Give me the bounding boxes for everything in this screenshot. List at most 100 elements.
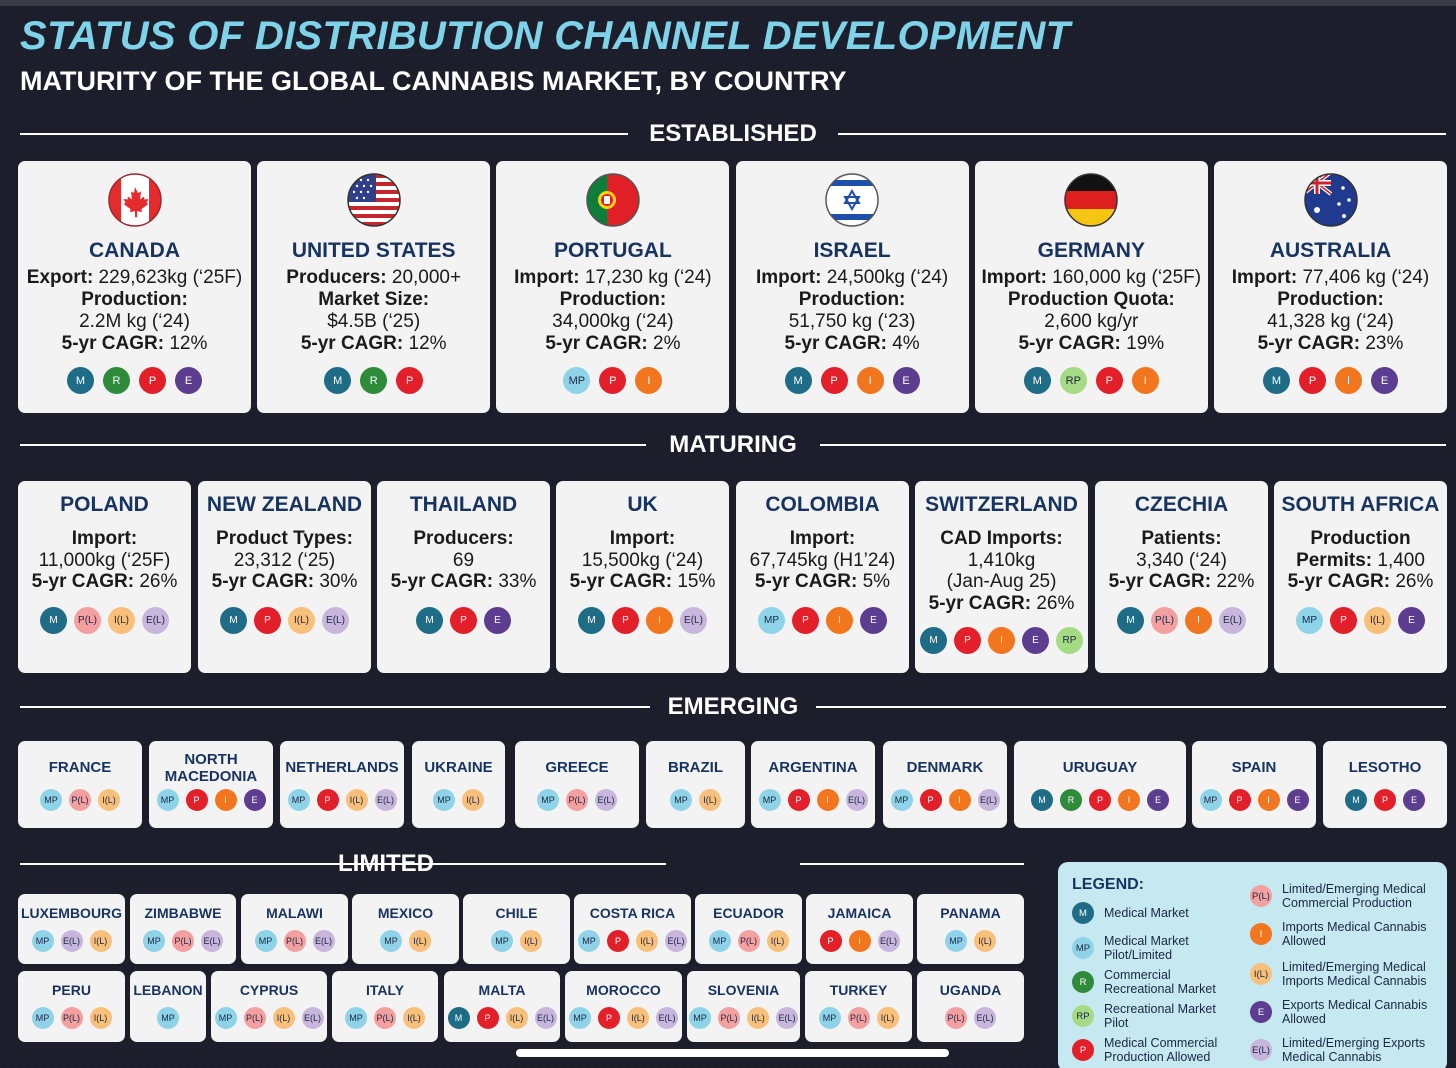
badge-i-l: I(L)	[462, 789, 484, 811]
country-card-thailand: THAILAND Producers: 69 5-yr CAGR: 33% M P E	[377, 481, 550, 673]
country-card-zimbabwe: ZIMBABWE MP P(L) E(L)	[130, 894, 236, 964]
country-name: ARGENTINA	[768, 759, 858, 776]
badge-p-l: P(L)	[74, 607, 101, 634]
channel-badges: MP	[130, 1007, 206, 1029]
stat-value: 26%	[134, 571, 178, 592]
country-card-new-zealand: NEW ZEALAND Product Types: 23,312 (‘25) 5-y…	[198, 481, 371, 673]
badge-e-l: E(L)	[877, 930, 900, 952]
stat-line: 67,745kg (H1’24)	[740, 550, 905, 572]
badge-p-l: P(L)	[566, 789, 588, 811]
badge-e: E	[892, 367, 920, 394]
badge-e: E	[243, 789, 266, 811]
country-name: CYPRUS	[239, 982, 299, 998]
channel-badges: MP I(L)	[412, 789, 505, 811]
channel-badges: M P(L) I E(L)	[1095, 607, 1268, 634]
country-name: ZIMBABWE	[144, 905, 222, 921]
stat-line: 5-yr CAGR: 22%	[1099, 571, 1264, 593]
stat-label: Permits:	[1296, 549, 1373, 571]
country-name: ITALY	[365, 982, 405, 998]
badge-p-l: P(L)	[60, 1007, 83, 1029]
legend-label: Limited/Emerging Medical Commercial Prod…	[1282, 882, 1426, 910]
stat-label: Import:	[981, 267, 1047, 288]
badge-i: I	[646, 607, 673, 634]
channel-badges: P I E(L)	[806, 930, 913, 952]
country-name: POLAND	[60, 493, 149, 516]
stat-value: 26%	[1390, 571, 1434, 592]
country-stats: Producers: 20,000+ Market Size: $4.5B (‘25…	[261, 267, 486, 355]
stat-line: Product Types:	[202, 528, 367, 550]
channel-badges: M RP P I	[975, 367, 1208, 394]
badge-i: I	[214, 789, 237, 811]
badge-p-l: P(L)	[1151, 607, 1178, 634]
stat-value: $4.5B (‘25)	[327, 311, 421, 332]
stat-value: 12%	[164, 333, 208, 354]
country-card-italy: ITALY MP P(L) I(L)	[332, 971, 438, 1042]
badge-p-l: P(L)	[1250, 885, 1272, 907]
stat-value: 3,340 (‘24)	[1136, 549, 1227, 571]
section-emerging: EMERGING	[20, 693, 1446, 723]
badge-mp: MP	[708, 930, 731, 952]
badge-r: R	[103, 367, 130, 394]
badge-m: M	[1345, 789, 1367, 811]
stat-line: 5-yr CAGR: 2%	[500, 333, 725, 355]
legend-title: LEGEND:	[1072, 876, 1144, 893]
badge-r: R	[1060, 789, 1082, 811]
stat-value: 19%	[1120, 333, 1165, 354]
badge-p: P	[607, 930, 629, 952]
badge-m: M	[1117, 607, 1144, 634]
stat-label: 5-yr CAGR:	[211, 571, 315, 592]
country-name: UK	[627, 493, 658, 516]
stat-label: 5-yr CAGR:	[754, 571, 858, 592]
country-card-morocco: MOROCCO MP P I(L) E(L)	[565, 971, 682, 1042]
stat-value: 2%	[647, 333, 681, 354]
country-card-argentina: ARGENTINA MP P I E(L)	[751, 741, 875, 828]
badge-i-l: I(L)	[89, 930, 112, 952]
country-card-cyprus: CYPRUS MP P(L) I(L) E(L)	[211, 971, 327, 1042]
channel-badges: MP P(L) I(L)	[18, 789, 142, 811]
country-name: LESOTHO	[1348, 759, 1422, 776]
section-maturing-title: MATURING	[669, 431, 797, 458]
country-card-uganda: UGANDA P(L) E(L)	[917, 971, 1024, 1042]
channel-badges: MP P I(L) E(L)	[574, 930, 691, 952]
country-name: PANAMA	[940, 905, 1001, 921]
section-maturing: MATURING	[20, 431, 1446, 461]
country-name: TURKEY	[829, 982, 888, 998]
badge-mp: MP	[890, 789, 913, 811]
stat-line: 5-yr CAGR: 19%	[979, 333, 1204, 355]
stat-line: 5-yr CAGR: 23%	[1218, 333, 1443, 355]
stat-label: 5-yr CAGR:	[1287, 571, 1391, 592]
country-name: ISRAEL	[813, 239, 891, 262]
stat-line: CAD Imports:	[919, 528, 1084, 550]
country-stats: Product Types: 23,312 (‘25) 5-yr CAGR: 30%	[202, 528, 367, 593]
page-title: STATUS OF DISTRIBUTION CHANNEL DEVELOPME…	[20, 14, 1071, 58]
badge-mp: MP	[491, 930, 513, 952]
country-card-canada: CANADA Export: 229,623kg (‘25F) Production…	[18, 161, 251, 413]
badge-p: P	[396, 367, 424, 394]
channel-badges: MP P I E	[736, 607, 909, 634]
badge-mp: MP	[758, 607, 785, 634]
badge-m: M	[1023, 367, 1051, 394]
badge-mp: MP	[156, 789, 179, 811]
badge-p-l: P(L)	[69, 789, 91, 811]
badge-p-l: P(L)	[374, 1007, 396, 1029]
legend-item-i-l: I(L) Limited/Emerging Medical Imports Med…	[1250, 960, 1456, 988]
scroll-indicator[interactable]	[516, 1049, 949, 1057]
country-name: MALTA	[478, 982, 526, 998]
stat-label: Producers:	[413, 528, 514, 549]
stat-line: 5-yr CAGR: 33%	[381, 571, 546, 593]
badge-p: P	[1072, 1039, 1094, 1061]
badge-mp: MP	[31, 1007, 54, 1029]
stat-label: 5-yr CAGR:	[928, 592, 1032, 614]
channel-badges: MP P(L) I(L)	[805, 1007, 912, 1029]
legend-item-p: P Medical Commercial Production Allowed	[1072, 1036, 1234, 1064]
badge-e: E	[1403, 789, 1425, 811]
country-name: JAMAICA	[827, 905, 892, 921]
country-name: MOROCCO	[586, 982, 661, 998]
country-stats: CAD Imports: 1,410kg (Jan-Aug 25) 5-yr CAGR…	[919, 528, 1084, 614]
badge-mp: MP	[287, 789, 310, 811]
stat-line: Production:	[1218, 289, 1443, 311]
